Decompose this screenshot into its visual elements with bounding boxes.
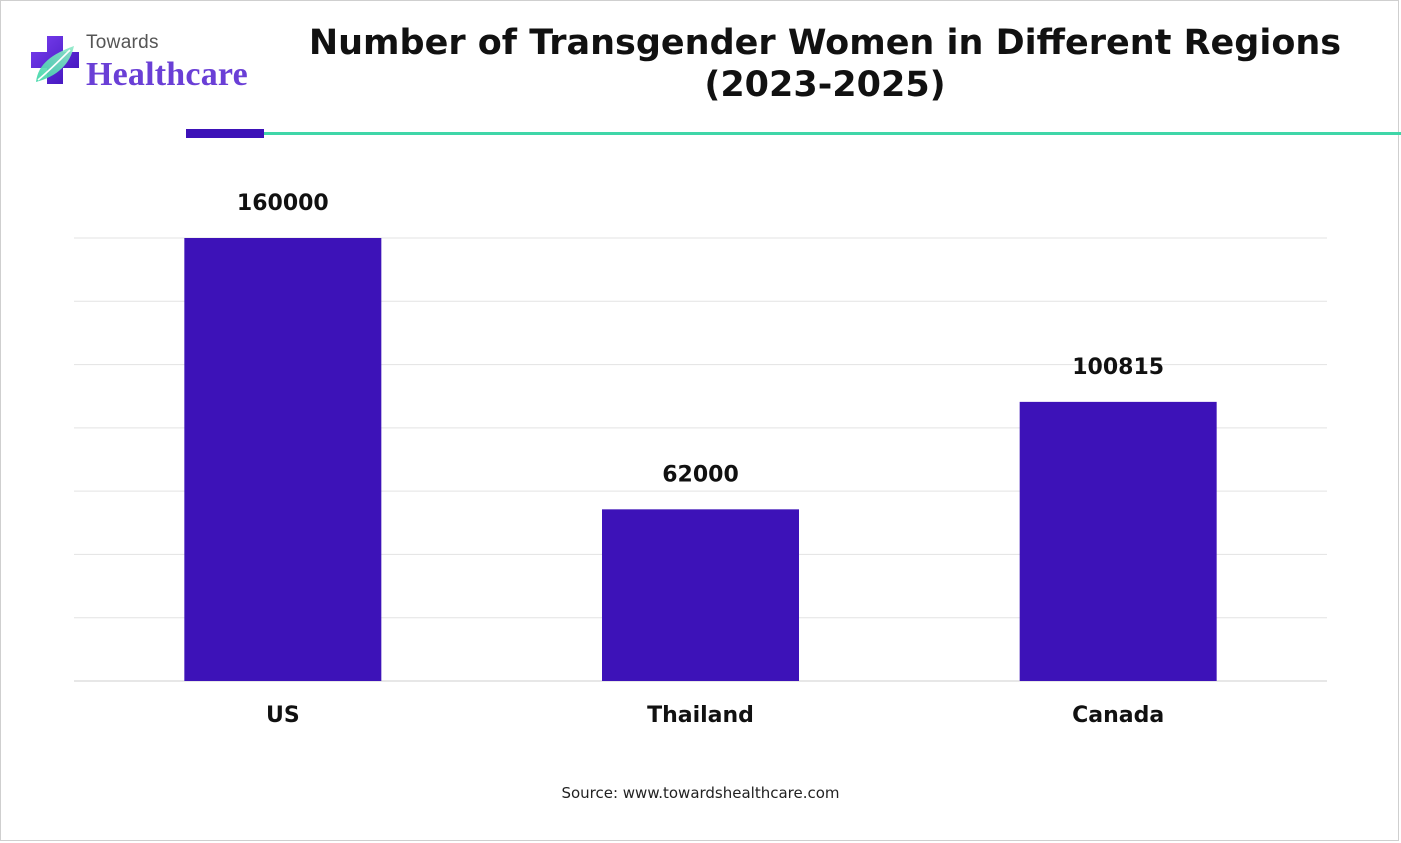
data-label: 62000 <box>662 462 739 487</box>
chart-title-line-2: (2023-2025) <box>704 65 946 105</box>
bar-us <box>184 238 382 681</box>
data-label: 160000 <box>237 191 329 216</box>
bar-thailand <box>602 509 799 681</box>
chart-title-line-1: Number of Transgender Women in Different… <box>308 23 1342 63</box>
header-divider-teal <box>186 132 1401 135</box>
chart-title: Number of Transgender Women in Different… <box>290 22 1360 106</box>
bar-canada <box>1019 401 1217 681</box>
brand-logo: Towards Healthcare <box>28 30 268 100</box>
medical-cross-leaf-icon <box>31 36 79 84</box>
x-tick-label: US <box>266 703 300 728</box>
x-tick-label: Canada <box>1072 703 1164 728</box>
brand-main-word: Healthcare <box>86 56 248 93</box>
data-label: 100815 <box>1072 355 1164 380</box>
header-divider-accent <box>186 129 264 138</box>
brand-top-word: Towards <box>86 32 159 53</box>
x-tick-label: Thailand <box>647 703 754 728</box>
source-note: Source: www.towardshealthcare.com <box>561 784 840 802</box>
